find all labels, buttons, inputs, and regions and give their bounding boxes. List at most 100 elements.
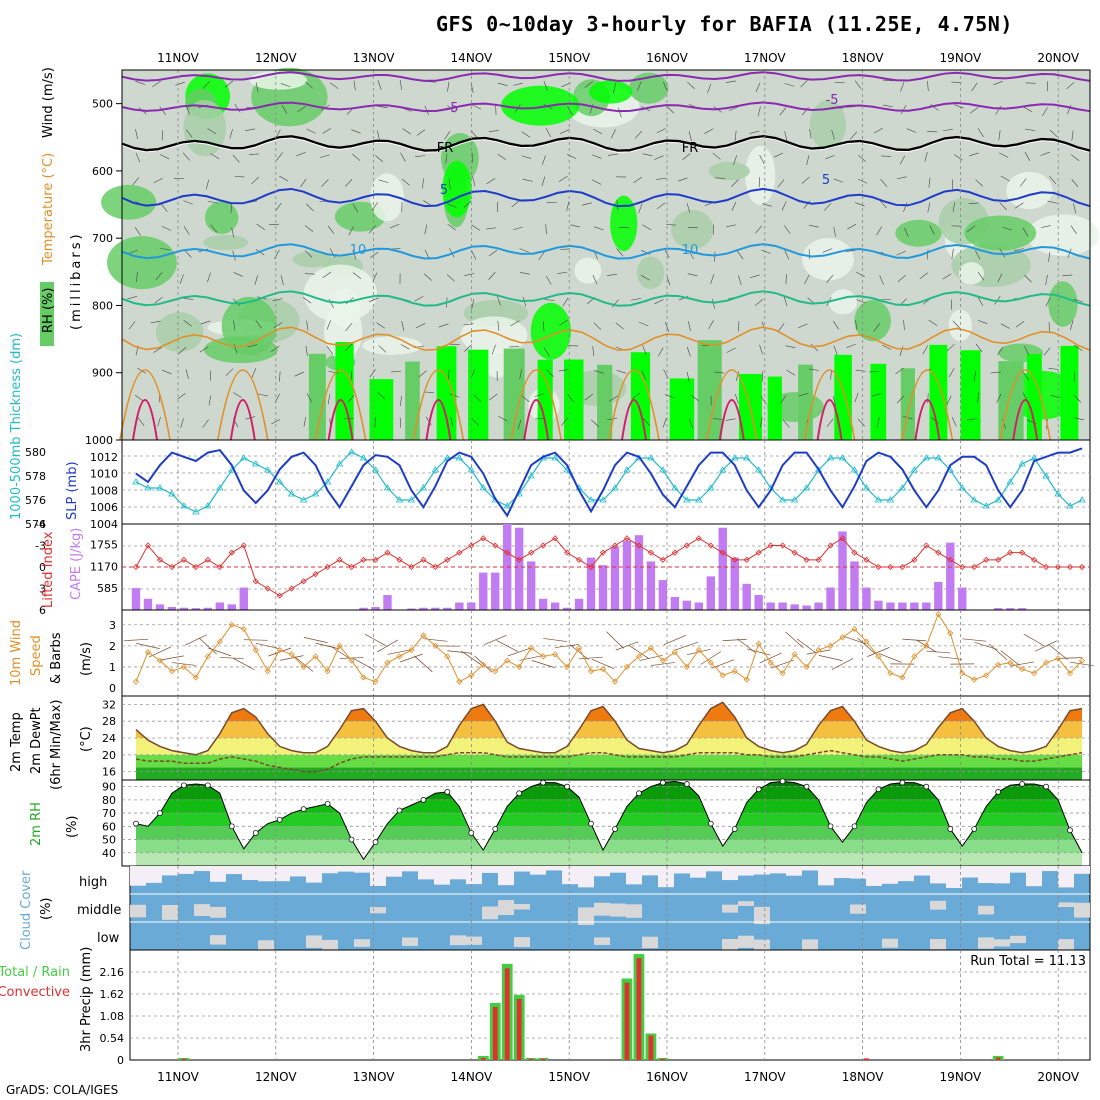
upper-wind-barb xyxy=(497,82,508,86)
lifted-index-point xyxy=(552,535,559,542)
rh-shading-blob xyxy=(610,195,638,252)
rh-point xyxy=(468,830,475,836)
upper-wind-barb xyxy=(400,395,402,406)
cape-bar xyxy=(431,607,440,610)
upper-wind-barb xyxy=(953,154,963,161)
upper-wind-barb xyxy=(997,273,1003,283)
thickness-point xyxy=(383,484,392,491)
upper-wind-barb xyxy=(134,394,144,402)
contour-25-arch xyxy=(510,369,562,441)
thickness-point xyxy=(132,478,140,485)
upper-wind-barb xyxy=(663,81,668,92)
upper-wind-barb xyxy=(321,179,329,187)
rh-shading-blob xyxy=(948,309,972,342)
upper-wind-barb xyxy=(616,370,627,374)
cape-bar xyxy=(814,602,823,610)
wind-barb xyxy=(136,643,160,649)
wind-speed-point xyxy=(599,665,607,673)
contour-25-arch xyxy=(999,369,1051,441)
wind-barb xyxy=(569,644,589,660)
lifted-index-point xyxy=(444,556,451,563)
slp-tick-label: 1004 xyxy=(90,518,118,531)
cape-bar xyxy=(131,588,141,610)
upper-wind-barb xyxy=(562,297,569,307)
upper-wind-barb xyxy=(522,178,533,182)
wind-tick-label: 2 xyxy=(109,640,116,653)
upper-wind-barb xyxy=(997,346,1004,356)
upper-wind-barb xyxy=(471,152,474,163)
upper-wind-barb xyxy=(306,128,316,134)
lifted-index-point xyxy=(492,542,499,549)
wind-speed-point xyxy=(875,653,882,660)
wind-barb xyxy=(1023,633,1045,647)
upper-wind-barb xyxy=(642,224,652,231)
upper-wind-barb xyxy=(830,369,832,380)
rh-point xyxy=(252,830,259,836)
upper-wind-barb xyxy=(975,179,984,187)
upper-wind-barb xyxy=(968,202,979,204)
wind-speed-point xyxy=(396,653,403,660)
cloud-middle-block xyxy=(594,902,610,916)
temperature-label: Temperature (°C) xyxy=(41,153,56,266)
cape-bar xyxy=(634,535,644,610)
upper-wind-barb xyxy=(447,223,456,231)
upper-wind-barb xyxy=(682,153,691,160)
upper-wind-barb xyxy=(1050,395,1061,399)
upper-wind-barb xyxy=(207,200,218,204)
upper-wind-barb xyxy=(609,395,618,402)
rh-shading-blob xyxy=(636,256,665,290)
wind-barb xyxy=(315,642,340,650)
upper-wind-barb xyxy=(294,371,304,377)
upper-wind-barb xyxy=(128,321,136,330)
lifted-index-point xyxy=(540,542,547,549)
upper-wind-barb xyxy=(557,271,568,274)
lifted-index-point xyxy=(276,592,283,599)
cloud-low-block xyxy=(994,939,1010,947)
thickness-point xyxy=(1042,472,1050,479)
wind-speed-point xyxy=(587,668,595,675)
cloud-high-block xyxy=(802,866,818,871)
thickness-slp-panel: 580 578 576 574 1012 1010 1008 1006 1004 1000-50… xyxy=(9,333,1091,531)
upper-wind-barb xyxy=(210,153,220,160)
cape-bar xyxy=(922,602,931,610)
upper-wind-barb xyxy=(544,299,555,301)
cloud-high-block xyxy=(754,866,770,875)
upper-wind-barb xyxy=(498,416,508,422)
temperature-band xyxy=(135,754,1083,768)
upper-wind-barb xyxy=(248,153,259,155)
wind-barb xyxy=(926,650,951,654)
upper-wind-barb xyxy=(1014,202,1024,209)
cloud-high-block xyxy=(354,866,370,873)
cloud-high-label: high xyxy=(79,875,107,890)
precip-convective-bar xyxy=(181,1058,187,1060)
rh-shading-blob xyxy=(854,299,891,342)
cloud-high-block xyxy=(1042,866,1058,872)
wind-speed-point xyxy=(288,651,295,658)
precip-tick-label: 1.62 xyxy=(100,988,125,1001)
upper-wind-barb xyxy=(1015,321,1025,328)
upper-wind-barb xyxy=(642,345,647,355)
upper-wind-barb xyxy=(654,155,664,160)
lifted-index-point xyxy=(707,542,714,549)
contour-freezing xyxy=(121,135,1091,153)
upper-wind-barb xyxy=(688,131,692,141)
upper-wind-barb xyxy=(882,104,893,108)
wind-barb xyxy=(543,638,568,642)
thickness-point xyxy=(419,484,428,491)
cape-bar xyxy=(526,561,536,610)
contour-label: FR xyxy=(682,141,699,156)
upper-air-axis-labels: RH (%) Temperature (°C) Wind (m/s) (mill… xyxy=(40,67,84,346)
wind-barb xyxy=(759,652,782,664)
wind-barb xyxy=(796,638,817,654)
upper-wind-barb xyxy=(854,392,859,403)
upper-wind-barb xyxy=(1014,248,1024,252)
cloud-high-block xyxy=(658,866,674,888)
cloud-low-block xyxy=(978,937,994,949)
upper-wind-barb xyxy=(377,391,386,400)
rh-column xyxy=(503,348,525,449)
wind-barb xyxy=(785,631,804,649)
upper-wind-barb xyxy=(998,130,1001,141)
upper-wind-barb xyxy=(822,248,833,253)
rh-point xyxy=(1019,781,1025,787)
